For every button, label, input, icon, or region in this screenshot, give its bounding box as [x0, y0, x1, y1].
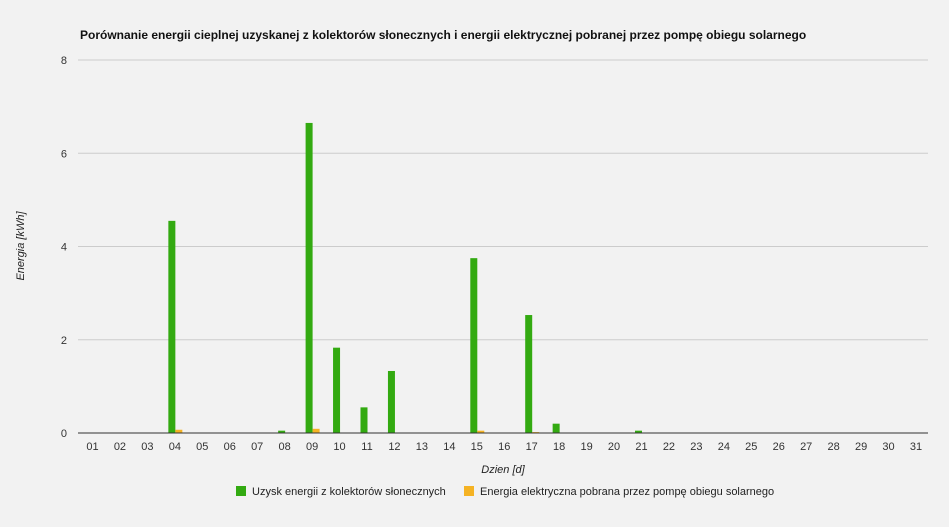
- y-axis-ticks: 0 2 4 6 8: [61, 55, 67, 440]
- x-tick-label: 05: [196, 441, 208, 453]
- x-tick-label: 25: [745, 441, 757, 453]
- x-tick-label: 09: [306, 441, 318, 453]
- legend-item-solar[interactable]: Uzysk energii z kolektorów słonecznych: [236, 486, 446, 498]
- y-tick-label: 2: [61, 335, 67, 347]
- bar-solar-energy[interactable]: [305, 122, 313, 433]
- bar-solar-energy[interactable]: [525, 315, 533, 433]
- x-tick-label: 18: [553, 441, 565, 453]
- bar-solar-energy[interactable]: [552, 423, 560, 433]
- x-tick-label: 21: [635, 441, 647, 453]
- y-tick-label: 8: [61, 55, 67, 67]
- x-tick-label: 14: [443, 441, 455, 453]
- bars: [168, 122, 642, 434]
- y-tick-label: 6: [61, 148, 67, 160]
- x-tick-label: 23: [690, 441, 702, 453]
- bar-pump-energy[interactable]: [477, 430, 485, 433]
- x-tick-label: 24: [718, 441, 730, 453]
- y-tick-label: 4: [61, 242, 67, 254]
- y-axis-label: Energia [kWh]: [15, 211, 27, 281]
- x-tick-label: 19: [580, 441, 592, 453]
- bar-solar-energy[interactable]: [168, 220, 176, 433]
- x-tick-label: 29: [855, 441, 867, 453]
- x-tick-label: 27: [800, 441, 812, 453]
- bar-solar-energy[interactable]: [387, 370, 395, 433]
- x-axis-label: Dzien [d]: [481, 464, 525, 476]
- x-tick-label: 22: [663, 441, 675, 453]
- x-tick-label: 03: [141, 441, 153, 453]
- x-tick-label: 13: [416, 441, 428, 453]
- x-tick-label: 17: [526, 441, 538, 453]
- x-axis-ticks: 01 02 03 04 05 06 07 08 09 10 11 12 13 14 15 16 17 18 19 20…: [86, 441, 922, 453]
- bar-solar-energy[interactable]: [360, 407, 368, 433]
- legend-swatch-pump: [464, 486, 474, 496]
- x-tick-label: 01: [86, 441, 98, 453]
- x-tick-label: 06: [224, 441, 236, 453]
- bar-solar-energy[interactable]: [333, 347, 341, 433]
- bar-pump-energy[interactable]: [312, 428, 320, 433]
- x-tick-label: 20: [608, 441, 620, 453]
- y-tick-label: 0: [61, 428, 67, 440]
- bar-solar-energy[interactable]: [278, 430, 286, 433]
- x-tick-label: 10: [333, 441, 345, 453]
- bar-solar-energy[interactable]: [635, 430, 642, 433]
- x-tick-label: 16: [498, 441, 510, 453]
- x-tick-label: 26: [773, 441, 785, 453]
- x-tick-label: 08: [279, 441, 291, 453]
- x-tick-label: 31: [910, 441, 922, 453]
- x-tick-label: 15: [471, 441, 483, 453]
- x-tick-label: 02: [114, 441, 126, 453]
- grid-lines: [78, 59, 928, 341]
- bar-pump-energy[interactable]: [175, 429, 183, 433]
- x-tick-label: 11: [361, 441, 372, 453]
- x-tick-label: 28: [828, 441, 840, 453]
- legend-item-pump[interactable]: Energia elektryczna pobrana przez pompę …: [464, 486, 774, 498]
- x-tick-label: 04: [169, 441, 181, 453]
- legend-label-pump: Energia elektryczna pobrana przez pompę …: [480, 486, 774, 498]
- x-tick-label: 30: [882, 441, 894, 453]
- legend-swatch-solar: [236, 486, 246, 496]
- legend-label-solar: Uzysk energii z kolektorów słonecznych: [252, 486, 446, 498]
- x-tick-label: 12: [388, 441, 400, 453]
- chart-title: Porównanie energii cieplnej uzyskanej z …: [80, 28, 806, 42]
- legend: Uzysk energii z kolektorów słonecznych E…: [236, 486, 774, 498]
- bar-solar-energy[interactable]: [470, 258, 478, 433]
- x-tick-label: 07: [251, 441, 263, 453]
